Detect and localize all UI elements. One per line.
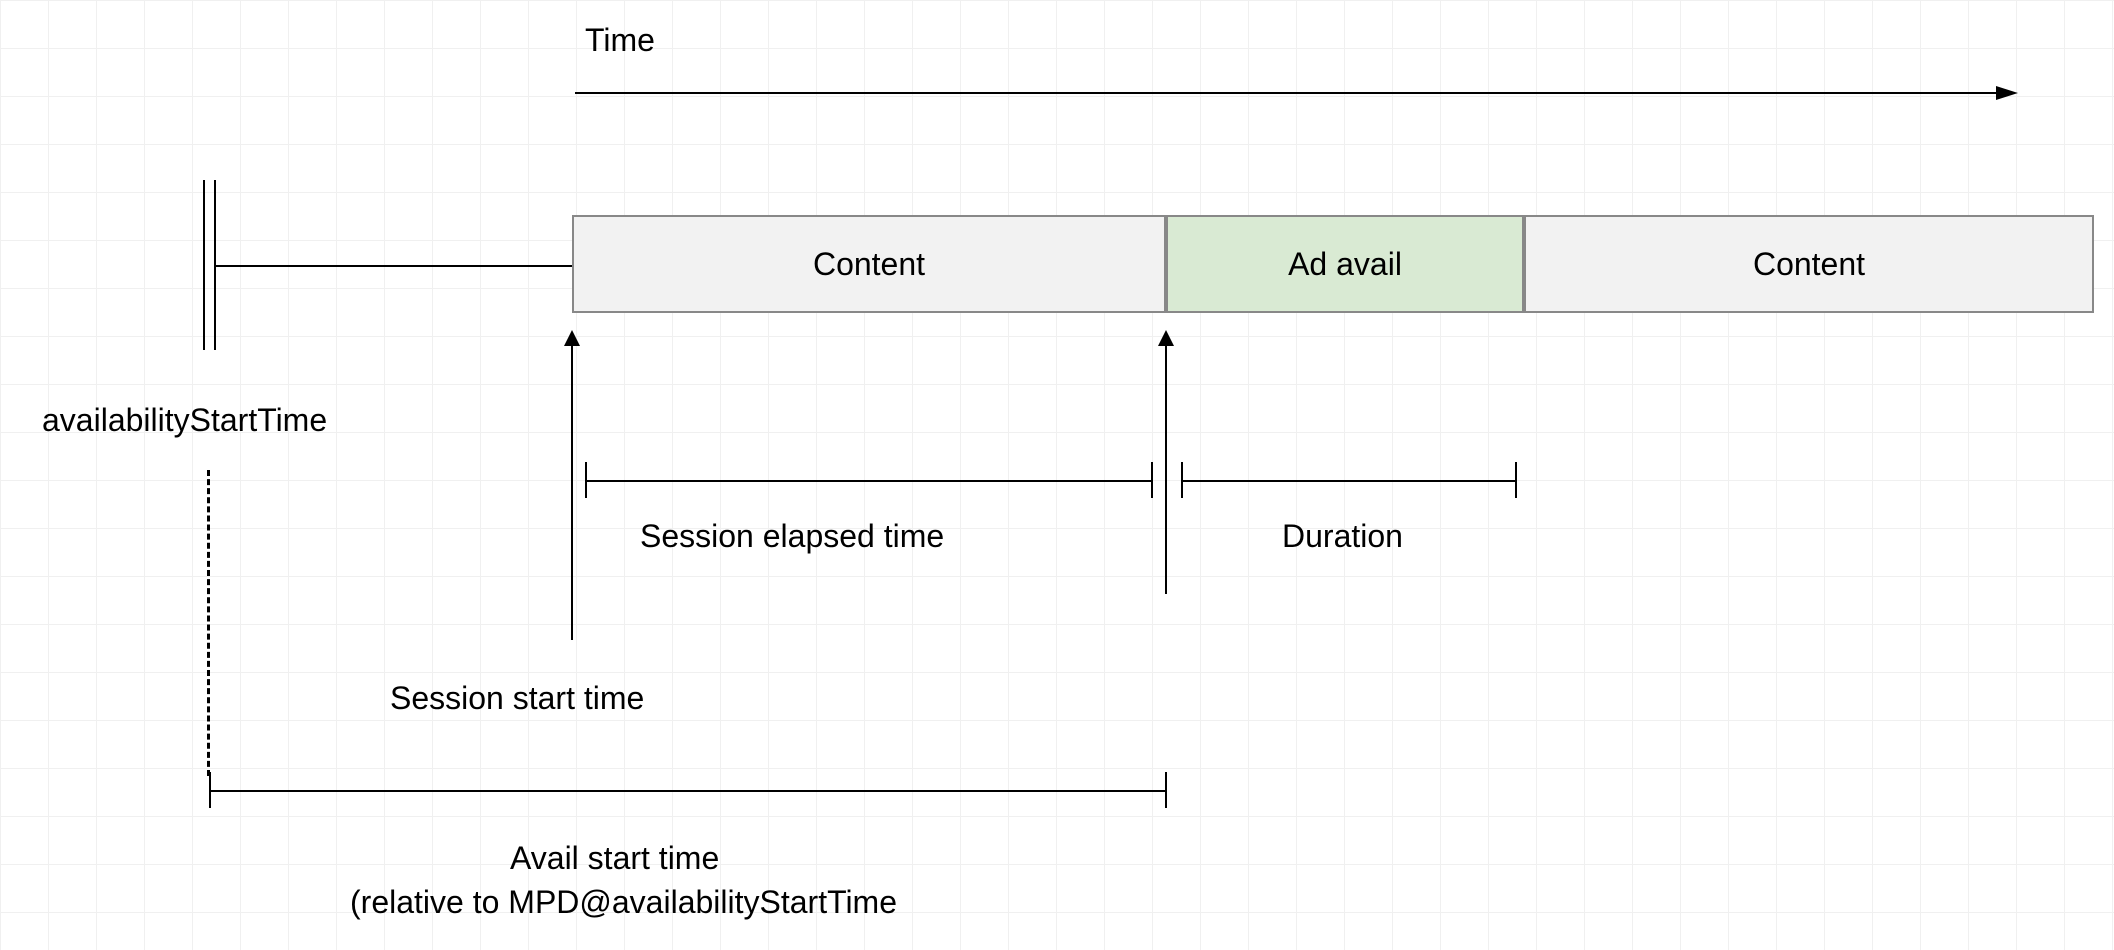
- session-elapsed-tick-right: [1151, 462, 1153, 498]
- grid-background: [0, 0, 2114, 950]
- duration-label: Duration: [1282, 518, 1403, 555]
- session-elapsed-label: Session elapsed time: [640, 518, 944, 555]
- availability-start-time-label: availabilityStartTime: [42, 402, 327, 439]
- session-start-label: Session start time: [390, 680, 644, 717]
- avail-start-label-2: (relative to MPD@availabilityStartTime: [350, 884, 897, 921]
- avail-start-dashed-line: [207, 470, 210, 776]
- duration-tick-left: [1181, 462, 1183, 498]
- time-axis-arrowhead: [1996, 86, 2018, 100]
- connector-line: [216, 265, 572, 267]
- duration-line: [1182, 480, 1516, 482]
- segment-content-1: Content: [572, 215, 1166, 313]
- session-elapsed-tick-left: [585, 462, 587, 498]
- segment-content-2: Content: [1524, 215, 2094, 313]
- time-axis-line: [575, 92, 2000, 94]
- avail-start-tick-right: [1165, 772, 1167, 808]
- session-elapsed-line: [586, 480, 1152, 482]
- ad-start-arrowhead: [1158, 330, 1174, 346]
- segment-ad-avail: Ad avail: [1166, 215, 1524, 313]
- ad-start-arrow-shaft: [1165, 342, 1167, 594]
- duration-tick-right: [1515, 462, 1517, 498]
- time-axis-label: Time: [585, 22, 655, 59]
- avail-start-label-1: Avail start time: [510, 840, 719, 877]
- session-start-arrowhead: [564, 330, 580, 346]
- avail-start-tick-left: [209, 772, 211, 808]
- session-start-arrow-shaft: [571, 342, 573, 640]
- avail-start-line: [210, 790, 1166, 792]
- availability-marker-line-1: [203, 180, 205, 350]
